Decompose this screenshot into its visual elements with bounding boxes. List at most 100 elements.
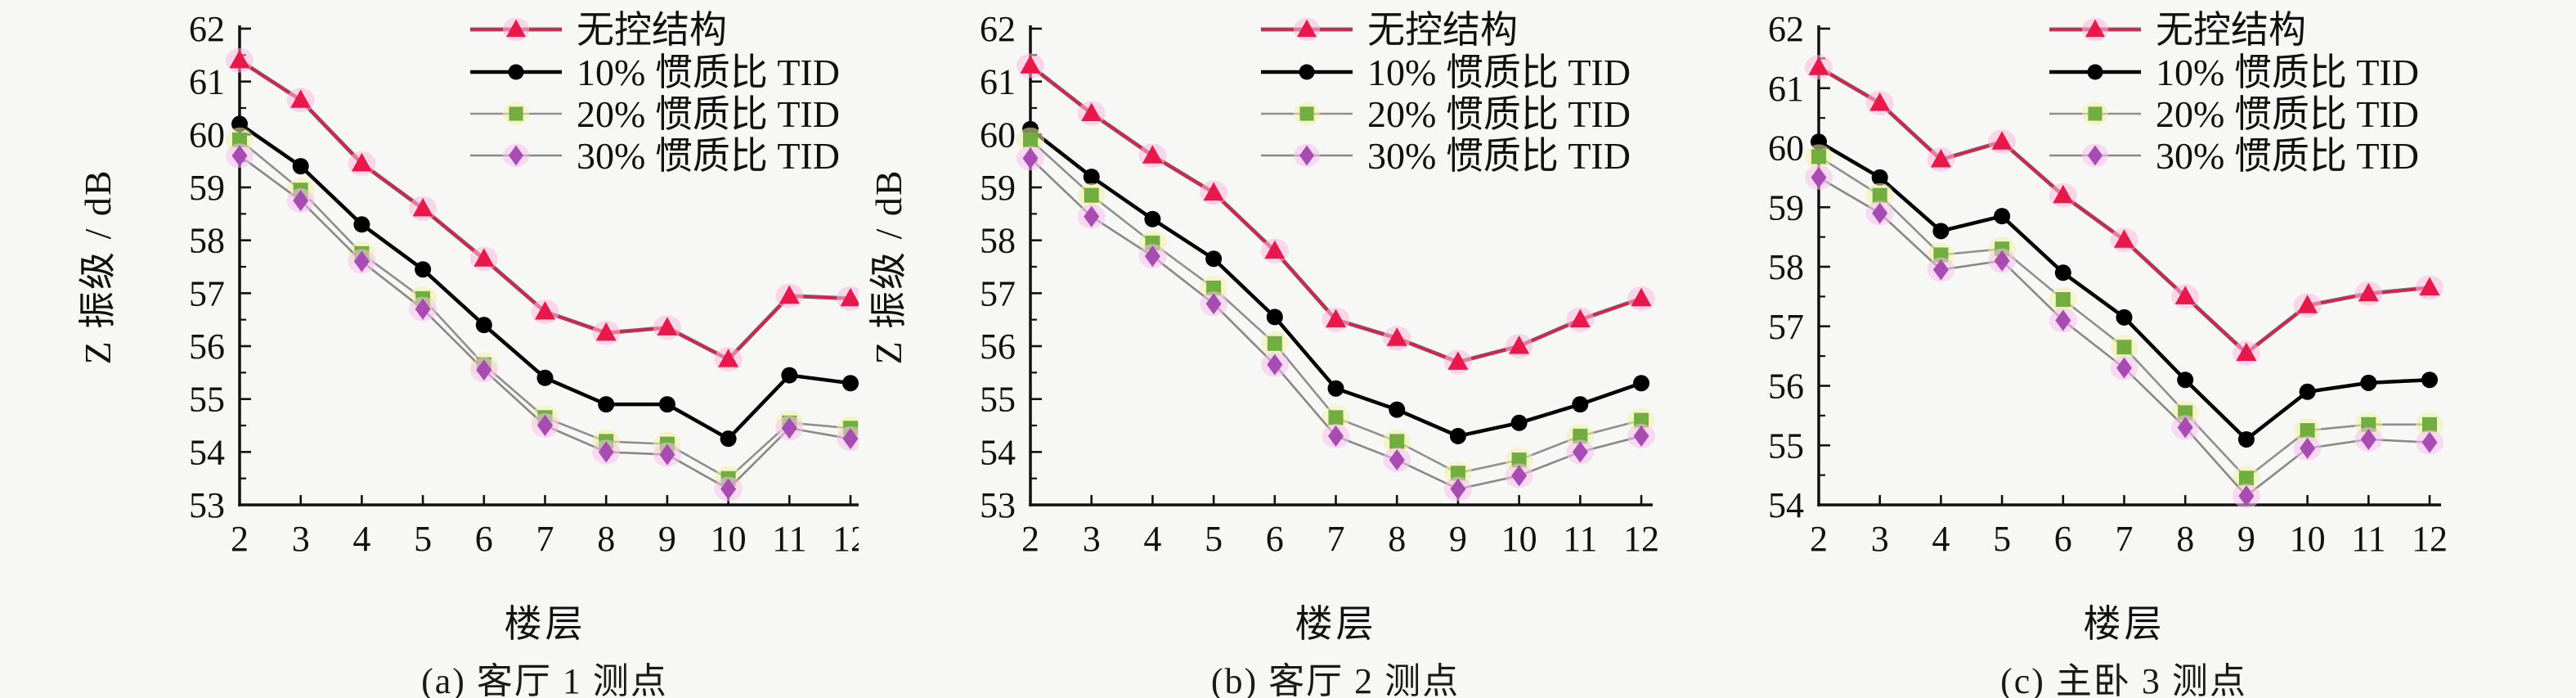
series-tid-10-marker xyxy=(2237,430,2255,448)
series-tid-30-marker xyxy=(842,428,859,450)
legend-label: 30% 惯质比 TID xyxy=(577,135,840,177)
chart-b-caption: (b) 客厅 2 测点 xyxy=(1210,661,1461,698)
x-tick-label: 11 xyxy=(772,519,806,559)
series-tid-30-marker xyxy=(1084,205,1100,227)
series-uncontrolled-marker xyxy=(2358,282,2379,302)
series-uncontrolled-marker xyxy=(1264,240,1286,259)
x-tick-label: 8 xyxy=(2176,519,2194,559)
series-uncontrolled-marker xyxy=(2297,295,2318,313)
y-tick-label: 59 xyxy=(189,168,225,208)
series-uncontrolled-marker xyxy=(2419,277,2440,295)
series-uncontrolled-marker xyxy=(1808,56,1829,75)
y-tick-label: 61 xyxy=(1768,69,1804,109)
series-tid-10-marker xyxy=(1510,414,1528,431)
x-tick-label: 2 xyxy=(1810,519,1828,559)
x-tick-label: 6 xyxy=(2054,519,2072,559)
x-tick-label: 8 xyxy=(597,519,615,559)
y-tick-label: 55 xyxy=(980,380,1016,420)
series-uncontrolled-marker xyxy=(1869,92,1891,111)
y-tick-label: 57 xyxy=(980,273,1016,313)
y-tick-label: 56 xyxy=(1768,367,1804,407)
series-uncontrolled-marker xyxy=(718,349,739,367)
legend-item-uncontrolled: 无控结构 xyxy=(2049,9,2306,51)
series-tid-10-marker xyxy=(781,367,798,384)
series-uncontrolled-marker xyxy=(840,287,859,307)
legend-marker-circle-icon xyxy=(2087,64,2103,80)
series-uncontrolled-marker xyxy=(1930,149,1951,168)
legend-label: 20% 惯质比 TID xyxy=(2156,93,2419,135)
x-tick-label: 3 xyxy=(1083,519,1101,559)
series-uncontrolled-marker xyxy=(290,89,312,108)
legend-marker-square-icon xyxy=(509,106,523,121)
legend-marker-circle-icon xyxy=(1299,64,1315,80)
series-uncontrolled-marker xyxy=(1081,102,1102,121)
legend-label: 10% 惯质比 TID xyxy=(2156,52,2419,93)
x-axis-title: 楼层 xyxy=(1295,603,1377,645)
series-tid-10-marker xyxy=(2116,308,2133,326)
legend-marker-square-icon xyxy=(1299,106,1314,121)
series-tid-10-marker xyxy=(1144,210,1161,227)
x-tick-label: 10 xyxy=(2290,519,2326,559)
series-tid-30-marker xyxy=(1994,250,2010,272)
legend-marker-diamond-icon xyxy=(1299,145,1315,166)
x-tick-label: 12 xyxy=(1623,519,1659,559)
series-tid-20-marker xyxy=(1634,412,1649,428)
series-tid-30-marker xyxy=(1572,441,1588,463)
series-tid-30-marker xyxy=(2421,431,2438,453)
y-tick-label: 62 xyxy=(980,9,1016,49)
series-tid-10-marker xyxy=(231,115,248,133)
series-tid-10-marker xyxy=(842,375,859,392)
legend-marker-diamond-icon xyxy=(2087,145,2103,166)
x-tick-label: 7 xyxy=(2116,519,2134,559)
x-tick-label: 3 xyxy=(1871,519,1889,559)
series-tid-30-marker xyxy=(1450,478,1466,500)
legend-label: 30% 惯质比 TID xyxy=(1367,135,1631,177)
y-tick-label: 54 xyxy=(1768,485,1804,525)
legend-label: 无控结构 xyxy=(2156,9,2306,51)
series-tid-20-marker xyxy=(1084,187,1099,203)
legend-label: 30% 惯质比 TID xyxy=(2156,135,2419,177)
series-tid-30-marker xyxy=(1267,354,1283,376)
series-tid-20-marker xyxy=(2300,423,2315,439)
series-tid-10-marker xyxy=(598,396,615,413)
series-tid-30-marker xyxy=(1633,425,1649,447)
y-axis-title: Z 振级 / dB xyxy=(868,169,909,364)
x-tick-label: 10 xyxy=(711,519,747,559)
series-tid-10-marker xyxy=(1572,396,1589,413)
series-uncontrolled-marker xyxy=(2174,286,2196,304)
legend-item-tid-30: 30% 惯质比 TID xyxy=(2049,135,2419,177)
series-tid-10 xyxy=(1022,120,1649,444)
series-uncontrolled-marker xyxy=(2114,229,2134,248)
series-tid-10-marker xyxy=(1389,401,1406,418)
chart-panel-b: 53 54 55 56 57 58 59 60 61 62 2 3 4 5 6 7 8 9 10 11 12 Z 振级 /… xyxy=(859,0,1717,698)
series-tid-10-marker xyxy=(1633,375,1649,392)
x-tick-label: 5 xyxy=(1993,519,2011,559)
x-tick-label: 2 xyxy=(231,519,249,559)
x-tick-label: 6 xyxy=(1266,519,1284,559)
x-tick-label: 2 xyxy=(1021,519,1039,559)
series-tid-10-marker xyxy=(292,158,309,175)
legend-item-uncontrolled: 无控结构 xyxy=(470,9,727,51)
x-tick-label: 11 xyxy=(1563,519,1597,559)
series-tid-20-marker xyxy=(1872,187,1887,203)
legend-label: 无控结构 xyxy=(577,9,727,51)
chart-c-caption: (c) 主卧 3 测点 xyxy=(2000,661,2247,698)
legend-item-tid-10: 10% 惯质比 TID xyxy=(1261,52,1631,93)
y-tick-label: 53 xyxy=(189,485,225,525)
y-tick-label: 60 xyxy=(189,115,225,155)
y-tick-label: 55 xyxy=(189,380,225,420)
y-tick-label: 54 xyxy=(189,432,225,472)
series-tid-30-marker xyxy=(1389,449,1405,471)
x-tick-label: 7 xyxy=(1327,519,1345,559)
series-uncontrolled-marker xyxy=(1142,145,1163,164)
series-tid-10-marker xyxy=(2177,372,2194,389)
series-tid-20-marker xyxy=(2422,417,2437,432)
series-uncontrolled-marker xyxy=(1509,335,1530,354)
